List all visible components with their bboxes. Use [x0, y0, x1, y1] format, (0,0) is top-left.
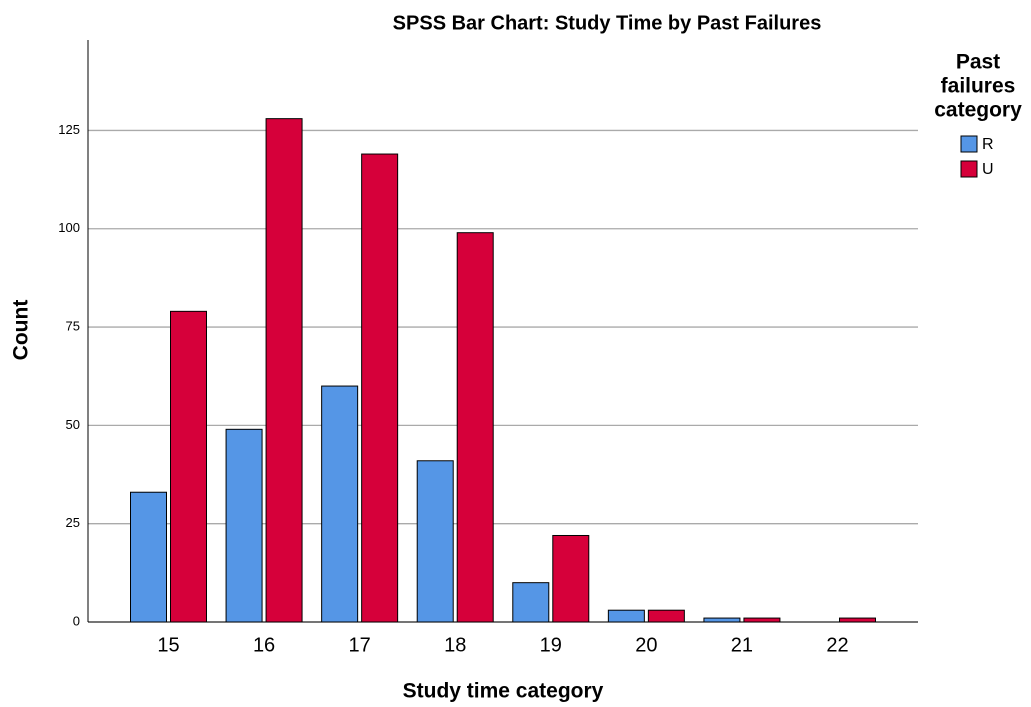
x-tick-label: 20 — [635, 634, 657, 656]
legend-swatch — [960, 160, 978, 178]
bar — [552, 534, 590, 623]
bar — [512, 582, 550, 623]
chart-title: SPSS Bar Chart: Study Time by Past Failu… — [393, 12, 822, 34]
legend-title: Past — [956, 51, 1000, 74]
y-tick-label: 25 — [66, 515, 80, 530]
x-tick-label: 21 — [731, 634, 753, 656]
y-tick-label: 125 — [58, 122, 80, 137]
bar — [321, 385, 359, 623]
y-axis-label: Count — [10, 300, 33, 361]
x-tick-label: 17 — [349, 634, 371, 656]
legend-title: failures — [941, 75, 1016, 98]
x-axis-label: Study time category — [403, 680, 604, 703]
bar — [130, 491, 167, 623]
x-tick-label: 18 — [444, 634, 466, 656]
legend-swatch — [960, 135, 978, 153]
legend-label: U — [982, 161, 994, 178]
bar — [265, 118, 303, 623]
y-tick-label: 100 — [58, 220, 80, 235]
bar — [743, 617, 781, 623]
bar — [839, 617, 876, 623]
bar — [361, 153, 399, 623]
bar — [225, 428, 263, 623]
legend-label: R — [982, 136, 994, 153]
x-tick-label: 19 — [540, 634, 562, 656]
bar — [647, 609, 685, 623]
x-tick-label: 16 — [253, 634, 275, 656]
legend-title: category — [934, 99, 1022, 122]
x-tick-label: 22 — [826, 634, 848, 656]
y-tick-label: 50 — [66, 417, 80, 432]
bar — [416, 460, 454, 623]
bar — [170, 310, 207, 623]
bar — [456, 232, 494, 623]
y-tick-label: 75 — [66, 319, 80, 334]
bar — [607, 609, 645, 623]
bar — [703, 617, 741, 623]
x-tick-label: 15 — [157, 634, 179, 656]
y-tick-label: 0 — [73, 613, 80, 628]
